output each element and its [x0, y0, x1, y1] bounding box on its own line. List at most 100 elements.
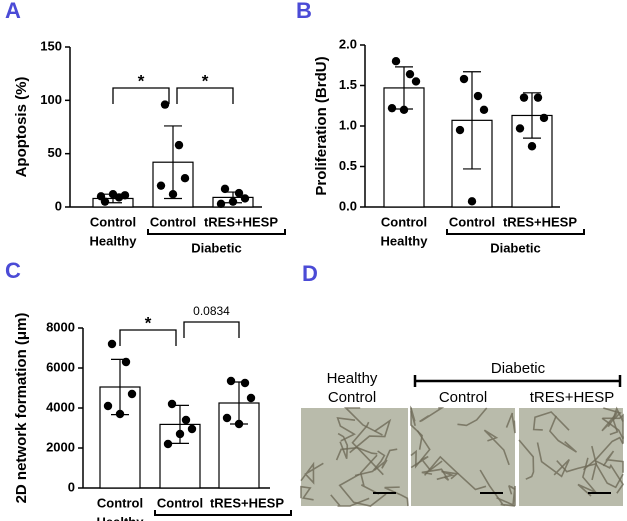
vessel-network [410, 405, 423, 450]
data-point [455, 125, 465, 135]
vessel-network [457, 407, 488, 427]
error-bar [164, 125, 182, 200]
vessel-network [410, 407, 416, 427]
data-point [108, 190, 118, 199]
significance-label: * [145, 313, 152, 332]
vessel-network [338, 473, 387, 507]
y-tick-label: 0 [68, 479, 75, 494]
y-tick-label: 50 [48, 145, 62, 160]
data-point [156, 181, 166, 190]
data-point [103, 401, 113, 411]
x-tick-label: Control [157, 495, 203, 510]
significance-label: * [202, 71, 209, 90]
significance-bracket [183, 321, 240, 338]
data-point [240, 194, 250, 203]
vessel-network [419, 407, 445, 423]
vessel-network [349, 418, 392, 454]
group-bracket [446, 229, 585, 235]
vessel-network [479, 469, 516, 507]
y-axis-label: Apoptosis (%) [13, 77, 30, 178]
x-tick-label: Control [97, 495, 143, 510]
data-point [240, 378, 250, 388]
vessel-network [548, 415, 578, 453]
data-point [527, 142, 537, 151]
vessel-network [354, 450, 386, 477]
data-point [387, 103, 397, 113]
column-label: tRES+HESP [530, 389, 615, 406]
group-label: Diabetic [490, 240, 541, 255]
data-point [459, 74, 469, 84]
data-point [181, 415, 191, 425]
data-point [120, 191, 130, 200]
data-point [180, 174, 190, 183]
data-point [539, 113, 549, 123]
y-axis-label: Proliferation (BrdU) [313, 56, 330, 195]
data-point [399, 105, 409, 115]
data-point [107, 339, 117, 349]
data-point [163, 439, 173, 449]
vessel-network [300, 461, 324, 485]
group-label: Healthy [97, 514, 145, 521]
data-point [160, 100, 170, 109]
data-point [115, 409, 125, 419]
group-bracket [147, 229, 286, 235]
group-label: Diabetic [191, 240, 242, 255]
data-point [479, 105, 489, 115]
vessel-network [518, 439, 535, 480]
vessel-network [582, 436, 624, 471]
vessel-network [336, 416, 356, 442]
vessel-network [343, 407, 383, 436]
vessel-network [483, 429, 510, 466]
data-point [228, 197, 238, 206]
data-point [473, 91, 483, 101]
y-tick-label: 4000 [46, 399, 75, 414]
panel-label: C [5, 258, 21, 283]
vessel-network [496, 485, 516, 507]
data-point [96, 192, 106, 201]
vessel-network [532, 411, 570, 431]
data-point [167, 399, 177, 409]
vessel-network [351, 421, 384, 476]
vessel-network [421, 468, 450, 481]
column-label: Healthy [327, 370, 378, 387]
significance-bracket [119, 329, 177, 346]
vessel-network [591, 445, 624, 489]
vessel-network [508, 485, 516, 495]
data-point [216, 199, 226, 208]
column-label: Control [439, 389, 487, 406]
y-tick-label: 2.0 [339, 36, 357, 51]
y-tick-label: 0 [55, 198, 62, 213]
vessel-network [602, 450, 624, 473]
y-tick-label: 1.0 [339, 117, 357, 132]
group-label: Healthy [381, 233, 429, 248]
data-point [411, 77, 421, 86]
vessel-network [330, 494, 370, 507]
significance-label: 0.0834 [193, 304, 230, 318]
vessel-network [373, 448, 398, 471]
error-bar [523, 92, 541, 139]
panel-d: D Healthy Control Diabetic Control tRES+… [302, 261, 622, 406]
x-tick-label: Control [90, 214, 136, 229]
data-point [467, 197, 477, 206]
x-tick-label: tRES+HESP [503, 214, 577, 229]
group-label: Healthy [90, 233, 138, 248]
x-tick-label: Control [381, 214, 427, 229]
data-point [175, 429, 185, 439]
micrograph [519, 408, 623, 506]
data-point [234, 419, 244, 429]
vessel-network [595, 460, 624, 494]
vessel-network [536, 442, 570, 478]
x-tick-label: tRES+HESP [204, 214, 278, 229]
panel-label: A [5, 0, 21, 23]
significance-bracket [176, 87, 234, 104]
data-point [168, 190, 178, 199]
data-point [405, 69, 415, 79]
data-point [121, 357, 131, 367]
y-axis-label: 2D network formation (μm) [13, 313, 30, 504]
panel-label: B [296, 0, 312, 23]
y-tick-label: 0.5 [339, 158, 357, 173]
y-tick-label: 2000 [46, 439, 75, 454]
vessel-network [384, 486, 409, 507]
error-bar [463, 71, 481, 170]
data-point [519, 93, 529, 102]
